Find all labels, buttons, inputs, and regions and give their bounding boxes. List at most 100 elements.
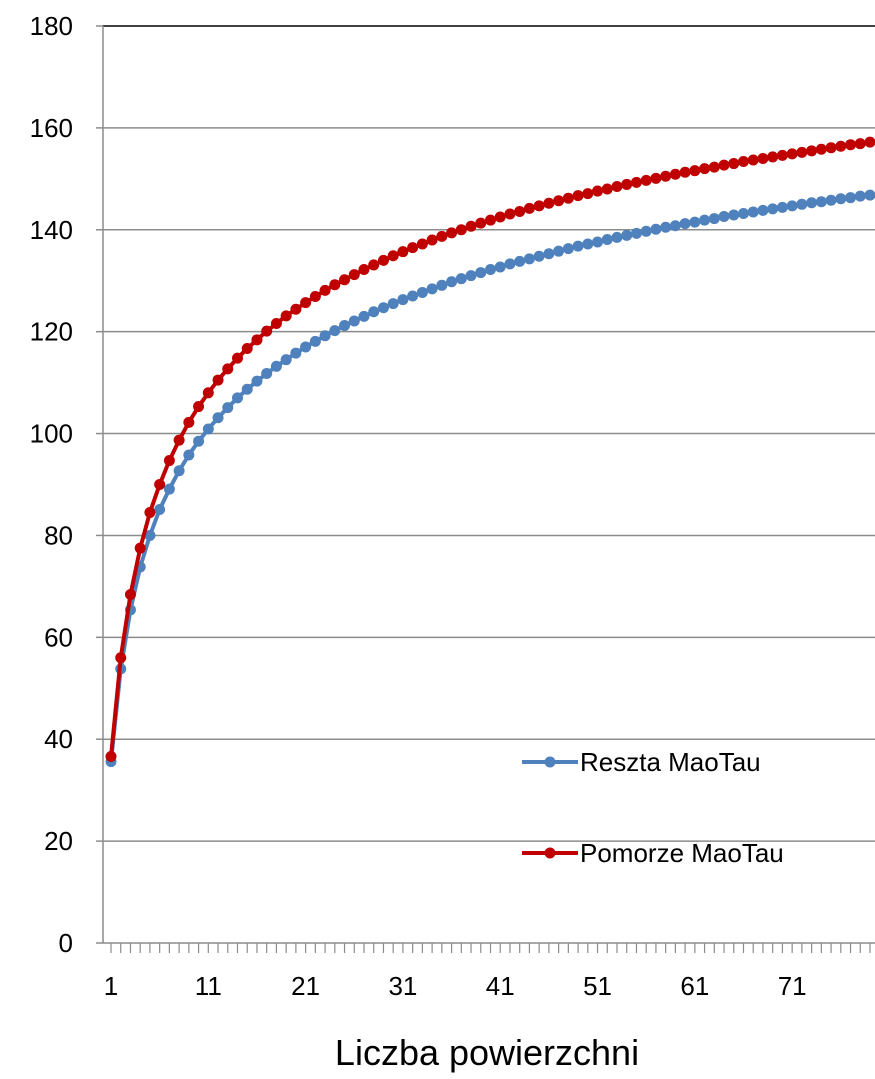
data-point xyxy=(329,325,341,337)
data-point xyxy=(494,261,506,273)
data-point xyxy=(105,751,117,763)
data-point xyxy=(806,197,818,209)
data-point xyxy=(377,302,389,314)
data-point xyxy=(825,142,837,154)
data-point xyxy=(309,291,321,303)
data-point xyxy=(222,402,234,414)
data-point xyxy=(845,139,857,151)
data-point xyxy=(134,542,146,554)
data-point xyxy=(689,165,701,177)
data-point xyxy=(679,218,691,230)
data-point xyxy=(835,193,847,205)
data-point xyxy=(845,192,857,204)
series-1 xyxy=(105,189,875,768)
data-point xyxy=(222,363,234,375)
data-point xyxy=(708,213,720,225)
y-tick-label: 0 xyxy=(59,928,73,958)
data-point xyxy=(339,320,351,332)
data-point xyxy=(611,231,623,243)
data-point xyxy=(319,330,331,342)
data-point xyxy=(650,223,662,235)
data-point xyxy=(523,253,535,265)
data-point xyxy=(485,214,496,226)
x-tick-label: 31 xyxy=(388,971,417,1001)
data-point xyxy=(329,279,341,291)
data-point xyxy=(377,254,389,266)
y-tick-label: 160 xyxy=(30,113,73,143)
data-point xyxy=(747,154,759,166)
data-point xyxy=(562,192,574,204)
legend-item-1: Reszta MaoTau xyxy=(522,747,761,777)
data-point xyxy=(767,203,779,215)
data-point xyxy=(436,230,448,242)
data-point xyxy=(601,233,613,245)
data-point xyxy=(183,449,195,461)
series-group xyxy=(105,136,875,768)
gridlines xyxy=(103,25,875,842)
x-tick-label: 11 xyxy=(195,971,222,1001)
data-point xyxy=(270,318,282,330)
data-point xyxy=(660,221,672,233)
x-tick-label: 21 xyxy=(291,971,320,1001)
y-tick-label: 100 xyxy=(30,419,73,449)
y-tick-label: 180 xyxy=(30,11,73,41)
data-point xyxy=(163,483,175,495)
legend: Reszta MaoTau Pomorze MaoTau xyxy=(522,747,784,868)
data-point xyxy=(475,267,487,279)
data-point xyxy=(592,236,604,248)
data-point xyxy=(124,589,136,601)
data-point xyxy=(543,248,555,260)
data-point xyxy=(650,172,662,184)
data-point xyxy=(241,383,253,395)
data-point xyxy=(154,503,166,515)
data-point xyxy=(446,227,458,239)
data-point xyxy=(640,225,652,237)
data-point xyxy=(601,183,613,195)
data-point xyxy=(397,246,409,258)
data-point xyxy=(864,136,875,148)
legend-marker xyxy=(544,847,556,859)
data-point xyxy=(251,334,263,346)
data-point xyxy=(339,274,351,286)
data-point xyxy=(806,145,818,157)
data-point xyxy=(747,206,759,218)
data-point xyxy=(319,284,331,296)
data-point xyxy=(475,217,487,229)
data-point xyxy=(825,194,837,206)
legend-item-2: Pomorze MaoTau xyxy=(522,838,784,868)
data-point xyxy=(455,224,467,236)
data-point xyxy=(757,152,769,164)
data-point xyxy=(543,197,555,209)
data-point xyxy=(416,286,428,298)
data-point xyxy=(796,146,808,158)
data-point xyxy=(738,207,749,219)
data-point xyxy=(630,227,642,239)
axes xyxy=(96,25,875,953)
legend-label: Reszta MaoTau xyxy=(580,747,761,777)
data-point xyxy=(796,198,808,210)
data-point xyxy=(611,180,623,192)
data-point xyxy=(660,170,672,182)
series-line xyxy=(109,193,871,762)
data-point xyxy=(592,185,604,197)
data-point xyxy=(786,148,798,160)
data-point xyxy=(854,138,866,150)
legend-label: Pomorze MaoTau xyxy=(580,838,784,868)
data-point xyxy=(835,140,847,152)
data-point xyxy=(358,264,370,276)
data-point xyxy=(621,229,633,241)
data-point xyxy=(232,352,243,364)
y-tick-label: 120 xyxy=(30,317,73,347)
data-point xyxy=(533,250,545,262)
data-point xyxy=(193,401,205,413)
y-tick-label: 20 xyxy=(44,826,73,856)
y-tick-label: 80 xyxy=(44,520,73,550)
data-point xyxy=(514,255,526,267)
data-point xyxy=(738,156,749,168)
data-point xyxy=(251,375,263,387)
data-point xyxy=(154,479,166,490)
data-point xyxy=(786,200,798,212)
series-2 xyxy=(105,136,875,763)
